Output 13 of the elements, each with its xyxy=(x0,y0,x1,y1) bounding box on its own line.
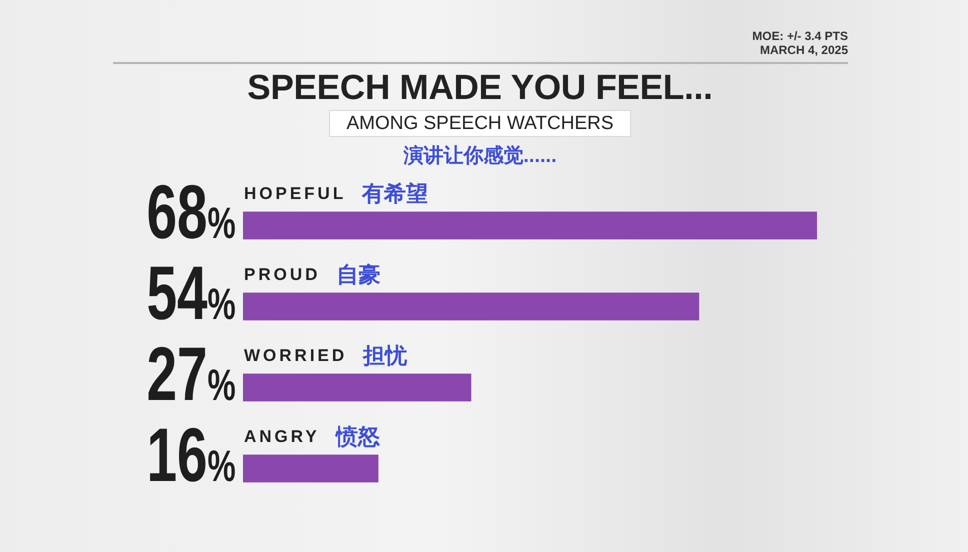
y-tick-label: PROUD 自豪 xyxy=(244,262,380,287)
y-tick-label: ANGRY 愤怒 xyxy=(244,424,380,449)
y-tick-label: WORRIED 担忧 xyxy=(244,343,408,368)
y-tick-label: HOPEFUL 有希望 xyxy=(244,181,428,206)
annotation: 演讲让你感觉...... xyxy=(402,144,558,169)
bar xyxy=(243,212,817,240)
bar xyxy=(243,454,378,482)
chart-subtitle: AMONG SPEECH WATCHERS xyxy=(329,110,631,137)
bar xyxy=(243,374,472,402)
chart-title: SPEECH MADE YOU FEEL... xyxy=(246,68,714,108)
text: MOE: +/- 3.4 PTS xyxy=(752,29,848,43)
text: MARCH 4, 2025 xyxy=(758,43,848,57)
bar xyxy=(243,292,700,320)
